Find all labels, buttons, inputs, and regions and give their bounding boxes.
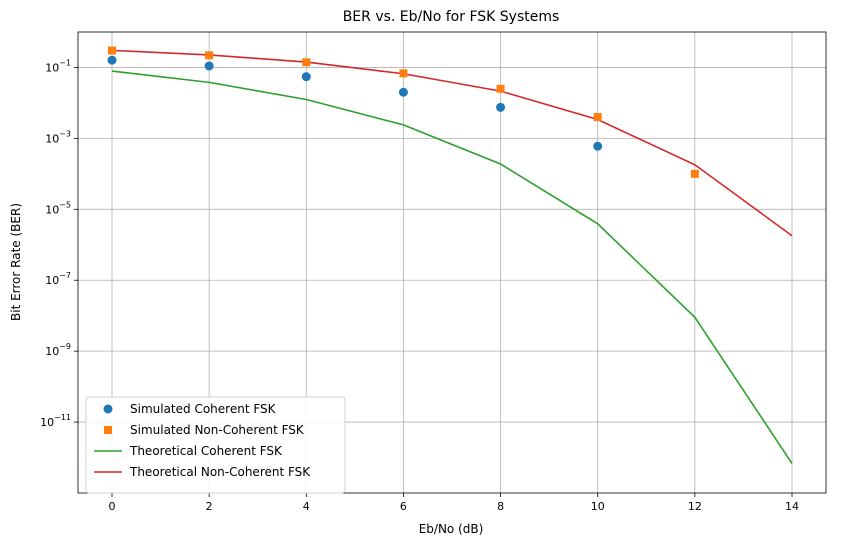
x-axis-label: Eb/No (dB) (419, 522, 484, 536)
series-layer (107, 46, 793, 464)
legend-label: Theoretical Coherent FSK (129, 444, 283, 458)
x-tick-label: 4 (303, 500, 310, 513)
y-tick-label: 10−3 (45, 129, 71, 145)
simulated-non-coherent-fsk-point (593, 113, 602, 122)
simulated-non-coherent-fsk-legend-handle (104, 426, 112, 434)
y-tick-label: 10−1 (45, 58, 71, 74)
theoretical-coherent-fsk-line (111, 70, 793, 464)
simulated-coherent-fsk-point (204, 61, 214, 71)
simulated-coherent-fsk-legend-handle (103, 404, 113, 414)
simulated-non-coherent-fsk-point (205, 51, 214, 60)
theoretical-non-coherent-fsk-line (111, 49, 793, 237)
simulated-non-coherent-fsk-point (399, 69, 408, 78)
simulated-non-coherent-fsk-point (302, 58, 311, 67)
x-tick-label: 0 (109, 500, 116, 513)
simulated-coherent-fsk-point (496, 102, 506, 112)
x-tick-label: 12 (688, 500, 702, 513)
simulated-non-coherent-fsk-point (108, 46, 116, 55)
simulated-non-coherent-fsk-points (108, 46, 699, 178)
legend-box (85, 396, 346, 494)
legend-label: Theoretical Non-Coherent FSK (129, 465, 311, 479)
x-tick-label: 10 (591, 500, 605, 513)
legend-label: Simulated Non-Coherent FSK (130, 423, 305, 437)
simulated-coherent-fsk-point (398, 87, 408, 97)
simulated-non-coherent-fsk-point (496, 84, 505, 93)
plot-frame (77, 31, 827, 494)
y-tick-label: 10−9 (45, 342, 71, 358)
ticks: 0 2 4 6 8 10 12 14 10−11 10−9 10−7 10−5 10−3 10−1 (40, 58, 799, 513)
x-tick-label: 14 (785, 500, 799, 513)
legend-label: Simulated Coherent FSK (130, 402, 277, 416)
simulated-coherent-fsk-point (593, 141, 603, 151)
y-tick-label: 10−5 (45, 200, 71, 216)
y-tick-label: 10−11 (40, 413, 71, 429)
legend: Simulated Coherent FSK Simulated Non-Cohe… (85, 396, 346, 494)
y-tick-label: 10−7 (45, 271, 71, 287)
y-axis-label: Bit Error Rate (BER) (9, 203, 23, 321)
x-tick-label: 6 (400, 500, 407, 513)
simulated-coherent-fsk-point (301, 72, 311, 82)
simulated-coherent-fsk-points (107, 55, 603, 151)
x-tick-label: 2 (206, 500, 213, 513)
x-tick-label: 8 (497, 500, 504, 513)
simulated-coherent-fsk-point (107, 55, 117, 65)
chart-title: BER vs. Eb/No for FSK Systems (343, 9, 560, 25)
simulated-non-coherent-fsk-point (690, 169, 699, 178)
